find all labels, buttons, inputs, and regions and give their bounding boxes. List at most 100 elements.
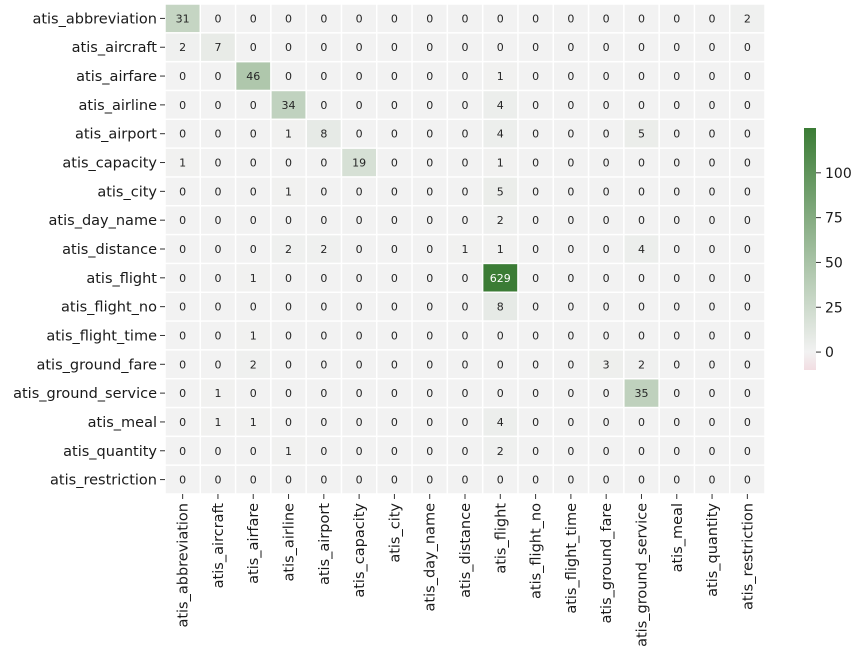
heatmap-cell	[201, 321, 235, 350]
heatmap-cell	[377, 120, 412, 148]
heatmap-cell	[271, 235, 306, 263]
cell-value-label: 8	[320, 128, 327, 141]
cell-value-label: 0	[673, 243, 680, 256]
cell-value-label: 1	[462, 243, 469, 256]
cell-value-label: 0	[532, 474, 539, 487]
cell-value-label: 0	[285, 41, 292, 54]
heatmap-cell	[624, 177, 659, 206]
cell-value-label: 0	[603, 99, 610, 112]
cell-value-label: 0	[250, 41, 257, 54]
cell-value-label: 0	[285, 416, 292, 429]
cell-value-label: 0	[744, 157, 751, 170]
heatmap-cell	[271, 264, 306, 292]
cell-value-label: 0	[638, 41, 645, 54]
cell-value-label: 0	[567, 474, 574, 487]
heatmap-cell	[624, 4, 659, 33]
heatmap-cell	[695, 292, 729, 321]
cell-value-label: 0	[567, 329, 574, 342]
heatmap-cell	[236, 235, 271, 263]
heatmap-cell	[201, 408, 235, 436]
heatmap-cell	[342, 91, 377, 119]
cell-value-label: 0	[567, 301, 574, 314]
cell-value-label: 0	[320, 301, 327, 314]
heatmap-cell	[730, 62, 765, 90]
column-labels: atis_abbreviation atis_aircraft atis_airfa…	[176, 494, 756, 647]
cell-value-label: 0	[709, 445, 716, 458]
cell-value-label: 0	[709, 41, 716, 54]
cell-value-label: 0	[744, 445, 751, 458]
cell-value-label: 0	[744, 301, 751, 314]
heatmap-cell	[377, 350, 412, 378]
cell-value-label: 0	[250, 12, 257, 25]
heatmap-cell	[377, 177, 412, 206]
cell-value-label: 4	[497, 416, 504, 429]
heatmap-cell	[165, 264, 200, 292]
heatmap-cell	[448, 148, 482, 177]
cell-value-label: 0	[462, 185, 469, 198]
cell-value-label: 0	[497, 358, 504, 371]
cell-value-label: 0	[214, 272, 221, 285]
heatmap-cell	[695, 408, 729, 436]
cell-value-label: 0	[285, 329, 292, 342]
heatmap-cell	[518, 4, 553, 33]
heatmap-cell	[165, 379, 200, 407]
heatmap-cell	[483, 4, 518, 33]
heatmap-cell	[236, 292, 271, 321]
column-label: atis_airfare	[246, 503, 262, 584]
heatmap-cell	[377, 437, 412, 465]
cell-value-label: 0	[462, 12, 469, 25]
cell-value-label: 0	[285, 301, 292, 314]
cell-value-label: 0	[709, 243, 716, 256]
heatmap-cell	[412, 62, 447, 90]
cell-value-label: 0	[356, 214, 363, 227]
cell-value-label: 0	[532, 99, 539, 112]
heatmap-cell	[659, 321, 694, 350]
heatmap-cell	[695, 206, 729, 234]
row-label: atis_flight	[86, 271, 157, 287]
heatmap-cell	[201, 350, 235, 378]
cell-value-label: 0	[567, 358, 574, 371]
cell-value-label: 0	[391, 387, 398, 400]
cell-value-label: 0	[673, 157, 680, 170]
heatmap-cell	[624, 465, 659, 494]
cell-value-label: 0	[391, 128, 398, 141]
cell-value-label: 0	[214, 128, 221, 141]
cell-value-label: 0	[462, 445, 469, 458]
cell-value-label: 0	[391, 272, 398, 285]
cell-value-label: 0	[179, 474, 186, 487]
cell-value-label: 2	[497, 445, 504, 458]
heatmap-cell	[589, 62, 624, 90]
heatmap-cell	[377, 148, 412, 177]
cell-value-label: 0	[567, 12, 574, 25]
cell-value-label: 0	[426, 99, 433, 112]
heatmap-cell	[412, 33, 447, 61]
heatmap-cell	[483, 206, 518, 234]
heatmap-cell	[236, 350, 271, 378]
cell-value-label: 0	[250, 474, 257, 487]
heatmap-cell	[553, 177, 588, 206]
cell-value-label: 0	[214, 70, 221, 83]
cell-value-label: 2	[497, 214, 504, 227]
cell-value-label: 0	[532, 41, 539, 54]
row-label: atis_city	[97, 184, 157, 200]
cell-value-label: 0	[638, 272, 645, 285]
column-label: atis_distance	[458, 503, 474, 598]
cell-value-label: 0	[567, 243, 574, 256]
cell-value-label: 0	[462, 329, 469, 342]
heatmap-cell	[553, 350, 588, 378]
cell-value-label: 0	[356, 41, 363, 54]
heatmap-cell	[730, 321, 765, 350]
heatmap-cell	[201, 33, 235, 61]
heatmap-cell	[553, 321, 588, 350]
cell-value-label: 0	[638, 157, 645, 170]
heatmap-cell	[448, 408, 482, 436]
cell-value-label: 0	[426, 12, 433, 25]
heatmap-cell	[448, 4, 482, 33]
heatmap-cell	[589, 235, 624, 263]
cell-value-label: 0	[744, 272, 751, 285]
heatmap-cell	[165, 62, 200, 90]
heatmap-cell	[377, 4, 412, 33]
colorbar: 0 25 50 75 100	[804, 128, 852, 370]
cell-value-label: 19	[352, 157, 366, 170]
heatmap-cell	[236, 437, 271, 465]
